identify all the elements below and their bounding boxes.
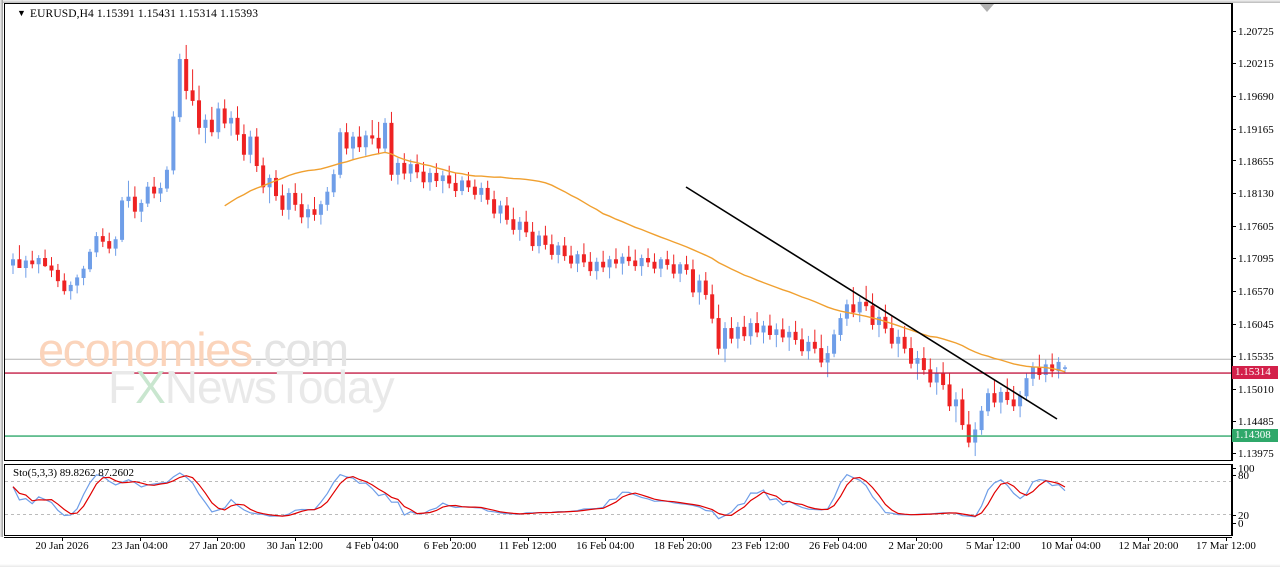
time-axis-label: 2 Mar 20:00: [888, 540, 943, 552]
time-axis-tick: [682, 537, 684, 541]
current-price-tag: 1.15314: [1232, 365, 1278, 379]
price-chart-svg: [5, 44, 1231, 457]
time-axis-label: 6 Feb 20:00: [423, 540, 477, 552]
time-axis-label: 10 Mar 04:00: [1040, 540, 1101, 552]
price-tick: 1.14485: [1232, 416, 1274, 428]
time-axis-tick: [294, 537, 296, 541]
price-tick: 1.19690: [1232, 91, 1274, 103]
time-axis-tick: [1070, 537, 1072, 541]
time-axis-tick: [760, 537, 762, 541]
time-axis-tick: [993, 537, 995, 541]
window-left-edge: [0, 0, 3, 545]
price-plot-area[interactable]: [5, 4, 1231, 460]
time-axis-tick: [838, 537, 839, 541]
price-tick: 1.20725: [1232, 26, 1274, 38]
time-axis-tick: [1148, 537, 1150, 541]
time-axis: 20 Jan 2026 23 Jan 04:00 27 Jan 20:00 30 Ja…: [0, 537, 1280, 567]
time-axis-label: 30 Jan 12:00: [266, 540, 323, 552]
price-tick: 1.15010: [1232, 384, 1274, 396]
price-tick: 1.17605: [1232, 221, 1274, 233]
price-tick: 1.16045: [1232, 319, 1274, 331]
stochastic-plot-area[interactable]: [5, 465, 1231, 535]
time-axis-tick: [915, 537, 917, 541]
quote-header: ▼ EURUSD,H4 1.15391 1.15431 1.15314 1.153…: [17, 8, 258, 20]
window-top-edge: [0, 0, 1280, 3]
price-tick: 1.19165: [1232, 124, 1274, 136]
window-bottom-edge: [0, 564, 1280, 567]
time-axis-label: 26 Feb 04:00: [808, 540, 868, 552]
price-tick: 1.20215: [1232, 58, 1274, 70]
time-axis-tick: [372, 537, 374, 541]
time-axis-label: 27 Jan 20:00: [189, 540, 246, 552]
quote-text: EURUSD,H4 1.15391 1.15431 1.15314 1.1539…: [30, 8, 259, 20]
stochastic-scale: 100 80 20 0: [1232, 463, 1280, 536]
stochastic-panel[interactable]: Sto(5,3,3) 89.8262 87.2602: [4, 464, 1232, 536]
time-axis-tick: [139, 537, 141, 541]
time-axis-label: 23 Jan 04:00: [111, 540, 168, 552]
time-axis-label: 4 Feb 04:00: [346, 540, 399, 552]
time-axis-label: 23 Feb 12:00: [731, 540, 790, 552]
price-tick: 1.16570: [1232, 286, 1274, 298]
chevron-down-icon[interactable]: ▼: [17, 8, 27, 18]
time-axis-label: 12 Mar 20:00: [1118, 540, 1179, 552]
stochastic-axis-line: [1232, 464, 1233, 536]
price-chart-panel[interactable]: ▼ EURUSD,H4 1.15391 1.15431 1.15314 1.153…: [4, 3, 1232, 461]
time-axis-tick: [1226, 537, 1227, 541]
time-axis-label: 5 Mar 12:00: [965, 540, 1021, 552]
price-tick: 1.15535: [1232, 351, 1274, 363]
stochastic-svg: [5, 472, 1231, 520]
stochastic-tick: 80: [1232, 470, 1249, 482]
time-axis-tick: [62, 537, 63, 541]
time-axis-label: 11 Feb 12:00: [498, 540, 557, 552]
price-tick: 1.18130: [1232, 188, 1274, 200]
time-axis-label: 18 Feb 20:00: [653, 540, 712, 552]
time-axis-label: 16 Feb 04:00: [576, 540, 635, 552]
price-tick: 1.17095: [1232, 253, 1274, 265]
stochastic-label: Sto(5,3,3) 89.8262 87.2602: [13, 467, 134, 479]
support-price-tag: 1.14308: [1232, 428, 1278, 442]
time-axis-tick: [217, 537, 219, 541]
price-scale[interactable]: 1.20725 1.20215 1.19690 1.19165 1.18655 1.181…: [1232, 3, 1280, 461]
time-axis-tick: [605, 537, 607, 541]
time-axis-line: [4, 537, 1232, 538]
chart-top-marker-icon[interactable]: [980, 4, 994, 12]
time-axis-label: 17 Mar 12:00: [1196, 540, 1256, 552]
time-axis-tick: [450, 537, 451, 541]
stochastic-tick: 20: [1232, 510, 1249, 522]
time-axis-tick: [527, 537, 529, 541]
price-tick: 1.18655: [1232, 156, 1274, 168]
stochastic-tick: 100: [1232, 463, 1255, 475]
price-tick: 1.13975: [1232, 448, 1274, 460]
price-axis-line: [1232, 3, 1233, 461]
stochastic-tick: 0: [1232, 518, 1244, 530]
time-axis-label: 20 Jan 2026: [35, 540, 89, 552]
